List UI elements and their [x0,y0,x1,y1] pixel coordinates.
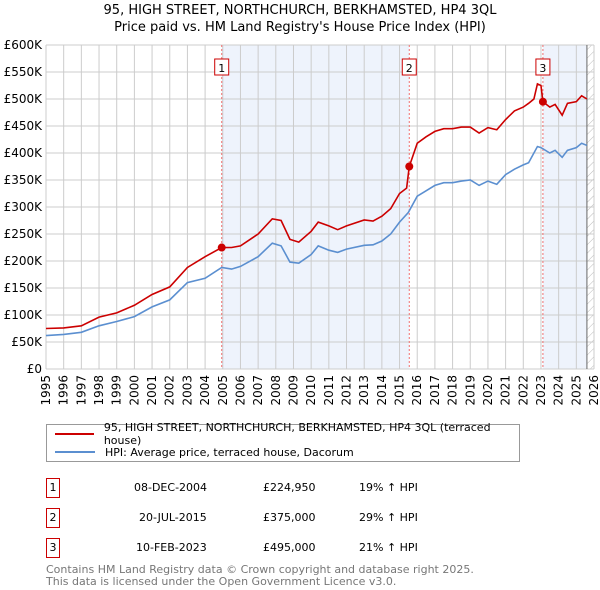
sale-date: 08-DEC-2004 [134,481,208,494]
x-tick-label: 2010 [304,375,318,406]
x-tick-label: 2007 [251,375,265,406]
footer: Contains HM Land Registry data © Crown c… [46,564,474,588]
x-tick-label: 2002 [163,375,177,406]
y-tick-label: £200K [4,254,44,268]
sale-marker-box [214,58,230,76]
price-line [45,82,588,330]
sale-marker-label: 1 [46,478,60,498]
sale-hpi: 29% ↑ HPI [359,511,418,524]
x-tick-label: 1998 [92,375,106,406]
sale-marker-label: 1 [218,62,225,75]
x-tick-label: 2004 [198,375,212,406]
x-tick-label: 2025 [569,375,583,406]
x-tick-label: 2016 [410,375,424,406]
x-tick-label: 2006 [233,375,247,406]
x-tick-label: 1996 [57,375,71,406]
footer-line: This data is licensed under the Open Gov… [46,575,397,588]
x-tick-label: 2021 [499,375,513,406]
subtitle: Price paid vs. HM Land Registry's House … [114,20,486,35]
x-tick-label: 2013 [357,375,371,406]
sale-price: £224,950 [263,481,316,494]
sale-date: 20-JUL-2015 [139,511,207,524]
y-tick-label: £450K [4,119,44,133]
y-tick-label: £600K [4,38,44,52]
legend-label: 95, HIGH STREET, NORTHCHURCH, BERKHAMSTE… [103,421,491,447]
footer-line: Contains HM Land Registry data © Crown c… [46,563,474,576]
x-tick-label: 1995 [39,375,53,406]
x-tick-label: 2023 [534,375,548,406]
x-tick-label: 2017 [428,375,442,406]
x-tick-label: 2012 [340,375,354,406]
legend: 95, HIGH STREET, NORTHCHURCH, BERKHAMSTE… [46,421,520,462]
x-tick-label: 2014 [375,375,389,406]
x-tick-label: 2005 [216,375,230,406]
y-tick-label: £250K [4,227,44,241]
y-tick-label: £50K [11,335,43,349]
x-tick-label: 2020 [481,375,495,406]
x-tick-label: 2003 [180,375,194,406]
y-tick-label: £500K [4,92,44,106]
legend-item-property: 95, HIGH STREET, NORTHCHURCH, BERKHAMSTE… [55,421,519,447]
y-tick-label: £400K [4,146,44,160]
x-tick-label: 2018 [446,375,460,406]
sale-point [217,243,226,252]
x-tick-label: 2008 [269,375,283,406]
sale-row: 1 08-DEC-2004 £224,950 19% ↑ HPI [46,478,546,498]
x-tick-label: 2026 [587,375,600,406]
y-tick-label: £350K [4,173,44,187]
x-tick-label: 2011 [322,375,336,406]
sale-price: £375,000 [263,511,316,524]
x-tick-label: 2019 [463,375,477,406]
sale-marker-box [401,58,417,76]
x-tick-label: 2001 [145,375,159,406]
title: 95, HIGH STREET, NORTHCHURCH, BERKHAMSTE… [103,3,497,18]
x-tick-label: 1997 [74,375,88,406]
sale-row: 3 10-FEB-2023 £495,000 21% ↑ HPI [46,538,546,558]
hpi-line [45,142,588,337]
sale-row: 2 20-JUL-2015 £375,000 29% ↑ HPI [46,508,546,528]
x-tick-label: 2022 [516,375,530,406]
sale-price: £495,000 [263,541,316,554]
sale-marker-label: 3 [539,62,546,75]
sale-hpi: 21% ↑ HPI [359,541,418,554]
legend-label: HPI: Average price, terraced house, Daco… [105,445,354,459]
sale-hpi: 19% ↑ HPI [359,481,418,494]
sale-marker-label: 2 [46,508,60,528]
x-tick-label: 2009 [286,375,300,406]
sale-date: 10-FEB-2023 [136,541,207,554]
sale-point [538,97,547,106]
y-tick-label: £0 [27,362,42,376]
y-tick-label: £100K [4,308,44,322]
chart-title: 95, HIGH STREET, NORTHCHURCH, BERKHAMSTE… [0,2,600,36]
x-tick-label: 2024 [552,375,566,406]
y-tick-label: £150K [4,281,44,295]
y-tick-label: £300K [4,200,44,214]
sale-marker-box [535,58,551,76]
chart-svg: 1995 1996 1997 1998 1999 2000 2001 2002 2003 2004… [4,38,600,406]
sale-marker-label: 3 [46,538,60,558]
sale-point [405,162,414,171]
sale-marker-label: 2 [406,62,413,75]
x-tick-label: 1999 [110,375,124,406]
y-tick-label: £550K [4,65,44,79]
x-tick-label: 2015 [393,375,407,406]
legend-swatch [55,433,94,435]
legend-item-hpi: HPI: Average price, terraced house, Daco… [55,443,354,461]
x-tick-label: 2000 [127,375,141,406]
legend-swatch [55,451,95,453]
